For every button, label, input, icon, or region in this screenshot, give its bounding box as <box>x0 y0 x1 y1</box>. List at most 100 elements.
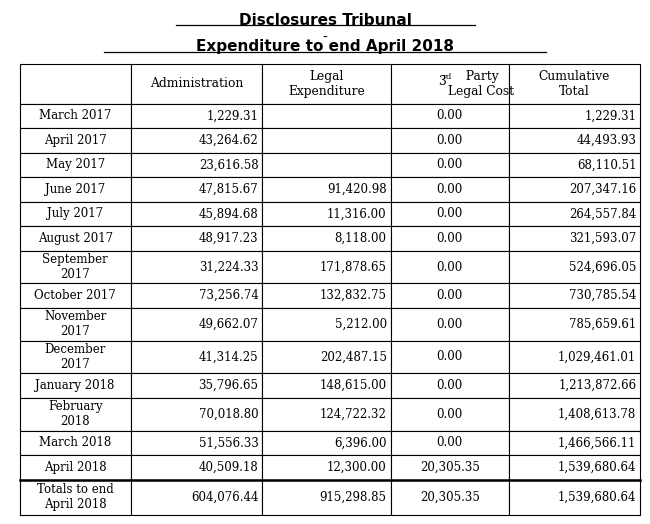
Bar <box>509 152 640 177</box>
Text: 31,224.33: 31,224.33 <box>199 260 259 274</box>
Bar <box>263 202 391 226</box>
Bar <box>20 341 131 373</box>
Text: January 2018: January 2018 <box>36 379 115 392</box>
Text: 207,347.16: 207,347.16 <box>569 183 636 196</box>
Text: 1,539,680.64: 1,539,680.64 <box>558 490 636 504</box>
Bar <box>509 104 640 128</box>
Bar <box>263 479 391 515</box>
Bar <box>20 177 131 202</box>
Bar <box>391 283 509 308</box>
Bar <box>131 226 263 250</box>
Bar <box>391 398 509 431</box>
Text: 3: 3 <box>438 74 446 88</box>
Text: March 2018: March 2018 <box>39 436 111 449</box>
Bar <box>131 308 263 341</box>
Bar <box>509 455 640 479</box>
Text: 124,722.32: 124,722.32 <box>320 408 387 421</box>
Bar <box>263 308 391 341</box>
Text: 70,018.80: 70,018.80 <box>199 408 259 421</box>
Bar <box>20 104 131 128</box>
Bar <box>263 104 391 128</box>
Text: 23,616.58: 23,616.58 <box>199 158 259 171</box>
Text: 0.00: 0.00 <box>437 208 463 221</box>
Text: 0.00: 0.00 <box>437 232 463 245</box>
Bar <box>20 226 131 250</box>
Text: 264,557.84: 264,557.84 <box>569 208 636 221</box>
Bar <box>391 104 509 128</box>
Bar <box>391 64 509 104</box>
Text: 44,493.93: 44,493.93 <box>577 134 636 147</box>
Bar <box>263 128 391 152</box>
Bar <box>509 308 640 341</box>
Text: 6,396.00: 6,396.00 <box>334 436 387 449</box>
Bar <box>509 283 640 308</box>
Text: 0.00: 0.00 <box>437 351 463 364</box>
Bar <box>131 341 263 373</box>
Bar <box>391 431 509 455</box>
Text: 1,229.31: 1,229.31 <box>207 110 259 123</box>
Bar <box>263 250 391 283</box>
Text: Cumulative
Total: Cumulative Total <box>539 70 610 98</box>
Bar <box>509 373 640 398</box>
Bar <box>509 226 640 250</box>
Bar <box>509 479 640 515</box>
Text: 1,029,461.01: 1,029,461.01 <box>558 351 636 364</box>
Bar <box>131 104 263 128</box>
Bar <box>20 64 131 104</box>
Bar <box>263 177 391 202</box>
Bar <box>391 373 509 398</box>
Text: 47,815.67: 47,815.67 <box>199 183 259 196</box>
Bar <box>263 152 391 177</box>
Bar <box>131 152 263 177</box>
Text: July 2017: July 2017 <box>47 208 103 221</box>
Text: 45,894.68: 45,894.68 <box>199 208 259 221</box>
Text: 1,539,680.64: 1,539,680.64 <box>558 461 636 474</box>
Bar <box>509 341 640 373</box>
Bar <box>20 202 131 226</box>
Bar <box>263 455 391 479</box>
Bar <box>263 283 391 308</box>
Text: 91,420.98: 91,420.98 <box>327 183 387 196</box>
Text: June 2017: June 2017 <box>45 183 105 196</box>
Text: 604,076.44: 604,076.44 <box>191 490 259 504</box>
Text: 524,696.05: 524,696.05 <box>569 260 636 274</box>
Bar <box>391 479 509 515</box>
Text: 40,509.18: 40,509.18 <box>199 461 259 474</box>
Bar <box>131 250 263 283</box>
Text: 321,593.07: 321,593.07 <box>569 232 636 245</box>
Bar <box>131 455 263 479</box>
Bar <box>20 128 131 152</box>
Bar <box>20 373 131 398</box>
Text: 68,110.51: 68,110.51 <box>577 158 636 171</box>
Bar <box>263 226 391 250</box>
Text: Expenditure to end April 2018: Expenditure to end April 2018 <box>196 39 454 54</box>
Bar <box>509 250 640 283</box>
Text: 785,659.61: 785,659.61 <box>569 318 636 331</box>
Bar <box>131 431 263 455</box>
Text: April 2018: April 2018 <box>44 461 107 474</box>
Text: 171,878.65: 171,878.65 <box>320 260 387 274</box>
Text: 51,556.33: 51,556.33 <box>199 436 259 449</box>
Text: February
2018: February 2018 <box>48 400 103 428</box>
Bar <box>131 398 263 431</box>
Bar <box>131 283 263 308</box>
Text: 0.00: 0.00 <box>437 260 463 274</box>
Bar <box>20 152 131 177</box>
Text: 12,300.00: 12,300.00 <box>327 461 387 474</box>
Text: 0.00: 0.00 <box>437 183 463 196</box>
Bar <box>20 431 131 455</box>
Text: Party
Legal Cost: Party Legal Cost <box>448 70 514 98</box>
Bar <box>391 177 509 202</box>
Text: November
2017: November 2017 <box>44 310 107 339</box>
Text: 1,213,872.66: 1,213,872.66 <box>558 379 636 392</box>
Text: 0.00: 0.00 <box>437 436 463 449</box>
Bar <box>509 202 640 226</box>
Bar <box>20 398 131 431</box>
Text: 5,212.00: 5,212.00 <box>335 318 387 331</box>
Bar <box>391 152 509 177</box>
Text: 73,256.74: 73,256.74 <box>199 289 259 302</box>
Text: 915,298.85: 915,298.85 <box>320 490 387 504</box>
Text: August 2017: August 2017 <box>38 232 112 245</box>
Bar <box>263 431 391 455</box>
Text: 1,408,613.78: 1,408,613.78 <box>558 408 636 421</box>
